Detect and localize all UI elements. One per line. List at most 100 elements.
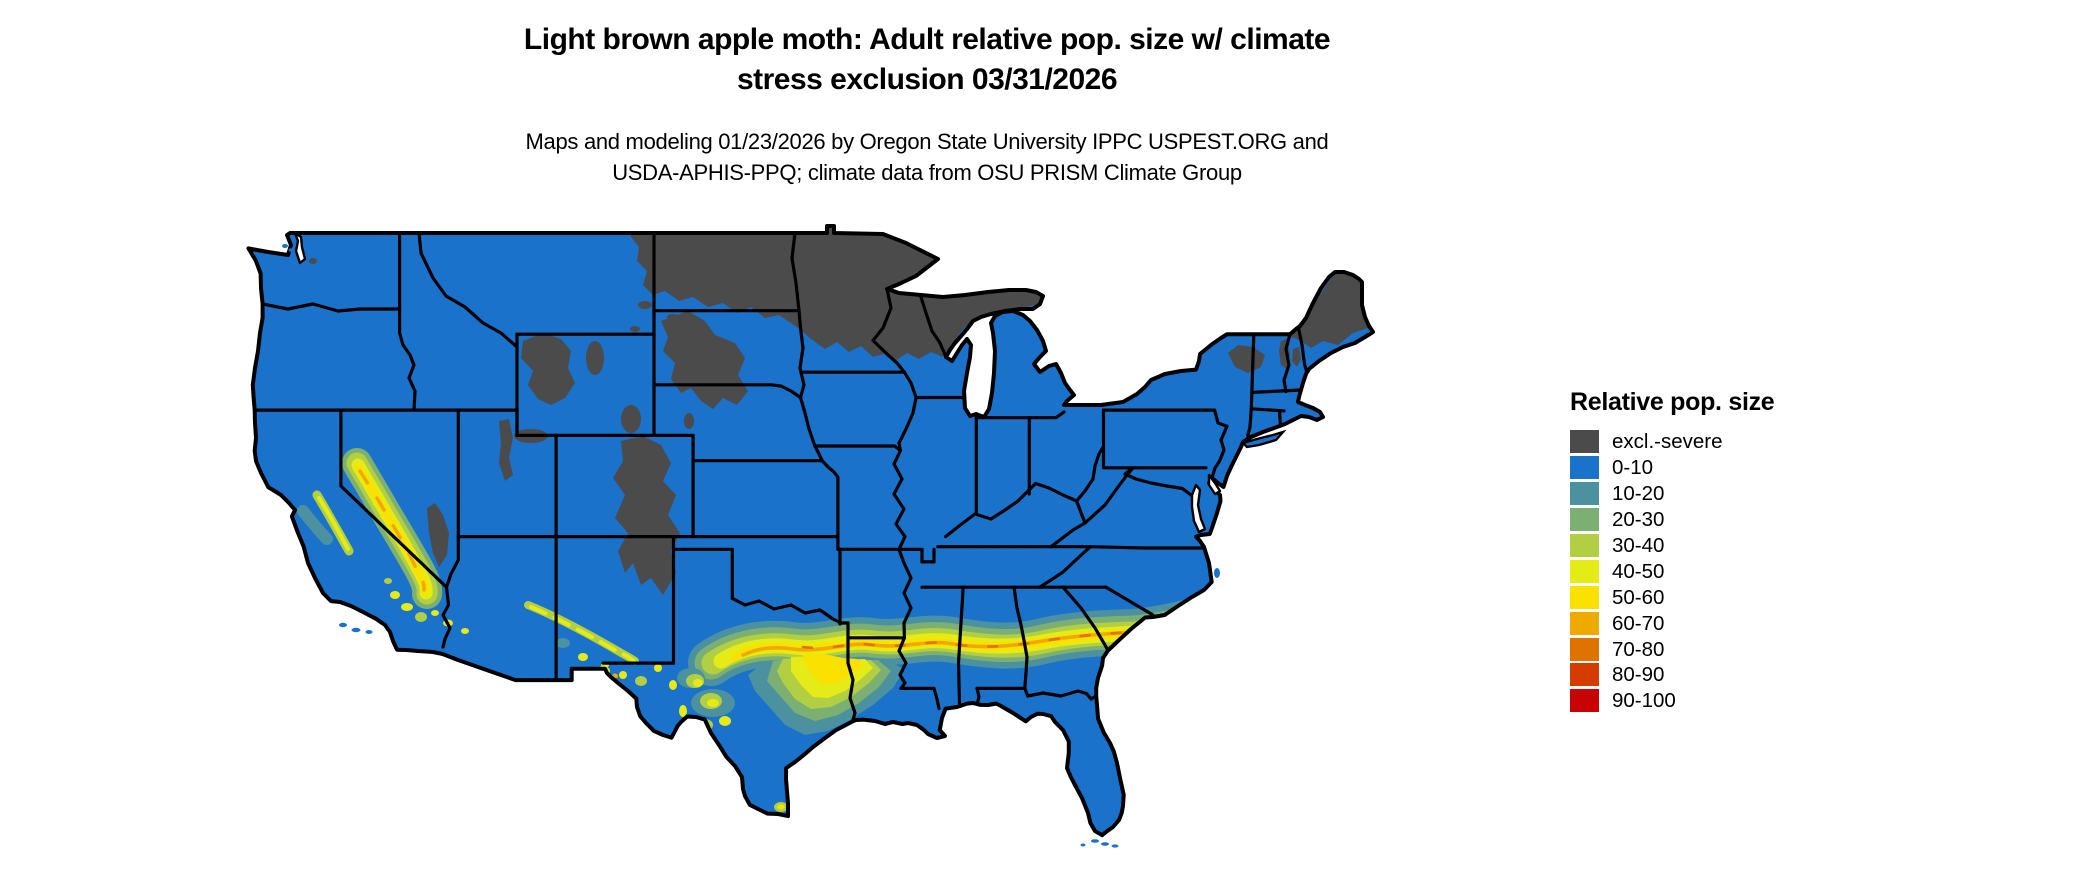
legend-item: 60-70 <box>1570 610 1900 636</box>
scatter-yellow <box>431 610 439 616</box>
ca-bayarea-teal <box>297 505 333 545</box>
scatter-teal <box>556 638 570 648</box>
excluded-region-sierra <box>427 503 449 567</box>
az-mogollon-yellow <box>529 605 636 663</box>
legend-swatch <box>1570 559 1599 583</box>
legend-label: 50-60 <box>1612 585 1665 609</box>
az-skyisland <box>578 653 588 661</box>
legend-label: 30-40 <box>1612 534 1665 557</box>
legend-swatch <box>1570 637 1599 661</box>
excluded-speck <box>638 301 652 309</box>
legend-swatch <box>1570 663 1599 687</box>
scatter-yellow <box>654 664 662 672</box>
florida-key <box>1080 843 1086 847</box>
legend: Relative pop. size excl.-severe 0-10 10-20… <box>1570 388 1900 714</box>
nc-tip-teal <box>1335 588 1355 602</box>
legend-item: 90-100 <box>1570 688 1900 714</box>
delaware-bay <box>1207 473 1222 496</box>
legend-label: excl.-severe <box>1612 430 1723 454</box>
florida-key <box>1101 842 1109 846</box>
scatter-yg <box>635 676 647 686</box>
islands <box>282 244 1287 848</box>
legend-item: excl.-severe <box>1570 429 1900 455</box>
legend-swatch <box>1570 482 1599 506</box>
header: Light brown apple moth: Adult relative p… <box>377 20 1477 188</box>
bays <box>293 231 1222 534</box>
puget-sound <box>293 231 307 265</box>
scatter-yg <box>415 612 427 622</box>
excluded-region-whitemtns <box>1292 347 1301 367</box>
channel-island <box>339 622 347 628</box>
scatter-yellow <box>619 671 627 679</box>
fl-teal-speck <box>1181 749 1193 757</box>
legend-swatch <box>1570 508 1599 532</box>
legend-label: 20-30 <box>1612 508 1665 532</box>
rgv-yellow <box>777 804 785 810</box>
legend-label: 10-20 <box>1612 482 1665 506</box>
long-island <box>1240 429 1287 449</box>
legend-item: 10-20 <box>1570 481 1900 507</box>
legend-label: 0-10 <box>1612 456 1654 480</box>
excluded-speck <box>309 258 317 264</box>
page-title-line2: stress exclusion 03/31/2026 <box>736 63 1118 96</box>
scatter-yellow <box>707 699 719 707</box>
ca-60-70 <box>358 469 426 592</box>
legend-item: 30-40 <box>1570 533 1900 559</box>
legend-swatch <box>1570 585 1599 609</box>
excluded-speck <box>667 314 679 320</box>
chesapeake-bay <box>1190 483 1207 534</box>
excluded-speck <box>630 326 640 332</box>
excluded-region-wasatch <box>499 419 513 481</box>
subtitle-line1: Maps and modeling 01/23/2026 by Oregon S… <box>525 129 1329 154</box>
legend-item: 50-60 <box>1570 584 1900 610</box>
band-70-80-flecks <box>801 595 1285 650</box>
excluded-region-maine <box>1283 272 1368 348</box>
california-valley <box>297 448 443 609</box>
legend-title: Relative pop. size <box>1570 388 1775 416</box>
scatter-yellow <box>401 603 413 611</box>
fl-green-north <box>1188 762 1204 774</box>
legend-item: 0-10 <box>1570 455 1900 481</box>
state-borders <box>253 231 1309 723</box>
conus-outline <box>246 224 1375 838</box>
excluded-region-yellowstone <box>521 333 575 405</box>
san-juan-island <box>282 244 288 248</box>
excluded-region-wyoming-south <box>621 405 641 433</box>
legend-swatch <box>1570 430 1599 454</box>
excluded-speck <box>684 413 694 429</box>
southwest-scatter <box>524 601 735 731</box>
us-map-container <box>243 223 1378 885</box>
channel-island <box>351 627 361 633</box>
excluded-region-colorado <box>613 436 680 595</box>
florida-key <box>1091 839 1099 843</box>
excluded-region-bighorn <box>586 341 604 375</box>
cape-hatteras-spit <box>1214 568 1220 578</box>
legend-label: 90-100 <box>1612 689 1676 713</box>
legend-label: 40-50 <box>1612 559 1665 583</box>
legend-swatch <box>1570 611 1599 635</box>
san-juan-island <box>288 248 294 252</box>
channel-island <box>365 630 373 634</box>
legend-item: 70-80 <box>1570 636 1900 662</box>
fl-10-20 <box>1186 767 1242 836</box>
legend-items: excl.-severe 0-10 10-20 20-30 30-40 40-50 50-6… <box>1570 429 1900 714</box>
subtitle-line2: USDA-APHIS-PPQ; climate data from OSU PR… <box>612 160 1242 185</box>
legend-item: 80-90 <box>1570 662 1900 688</box>
scatter-yellow <box>679 705 687 717</box>
scatter-yellow <box>390 591 400 599</box>
legend-swatch <box>1570 534 1599 557</box>
legend-item: 40-50 <box>1570 558 1900 584</box>
excluded-speck <box>931 267 944 272</box>
page-title-line1: Light brown apple moth: Adult relative p… <box>523 23 1331 56</box>
legend-item: 20-30 <box>1570 507 1900 533</box>
fl-40-60 <box>1198 786 1232 836</box>
us-map <box>246 224 1375 848</box>
ca-coastrange-y <box>317 496 350 551</box>
scatter-yellow <box>719 716 731 726</box>
florida-patch <box>1181 749 1242 836</box>
scatter-yellow <box>693 679 703 687</box>
florida-key <box>1111 844 1119 848</box>
nc-tip-yellow <box>1338 588 1348 596</box>
legend-swatch <box>1570 689 1599 713</box>
